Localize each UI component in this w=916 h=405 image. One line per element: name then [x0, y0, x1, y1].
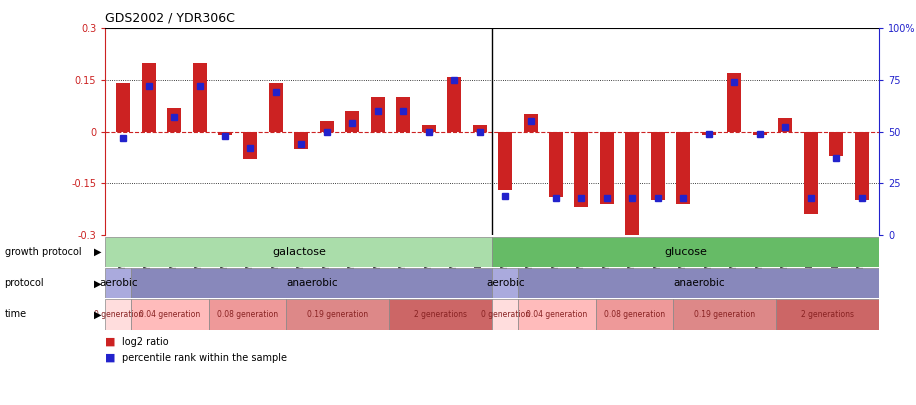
Bar — [753, 132, 767, 135]
Bar — [105, 299, 131, 330]
Text: growth protocol: growth protocol — [5, 247, 82, 257]
Bar — [829, 132, 843, 156]
Bar — [676, 132, 691, 204]
Text: aerobic: aerobic — [485, 278, 525, 288]
Bar — [269, 83, 283, 132]
Text: 0.19 generation: 0.19 generation — [694, 310, 755, 319]
Text: 0 generation: 0 generation — [481, 310, 529, 319]
Bar — [473, 125, 486, 132]
Bar — [421, 125, 436, 132]
Bar — [294, 132, 309, 149]
Text: ▶: ▶ — [94, 278, 102, 288]
Bar — [192, 63, 206, 132]
Text: 0.04 generation: 0.04 generation — [526, 310, 587, 319]
Bar — [493, 237, 879, 267]
Bar — [524, 115, 538, 132]
Bar — [600, 132, 614, 204]
Bar — [286, 299, 389, 330]
Bar — [389, 299, 493, 330]
Bar — [779, 118, 792, 132]
Bar — [549, 132, 563, 197]
Bar — [595, 299, 673, 330]
Bar — [116, 83, 130, 132]
Text: 0.08 generation: 0.08 generation — [217, 310, 278, 319]
Bar — [651, 132, 665, 200]
Bar — [397, 97, 410, 132]
Text: 0.08 generation: 0.08 generation — [604, 310, 665, 319]
Text: anaerobic: anaerobic — [286, 278, 338, 288]
Bar — [142, 63, 156, 132]
Bar — [776, 299, 879, 330]
Text: protocol: protocol — [5, 278, 44, 288]
Bar — [574, 132, 588, 207]
Bar — [727, 73, 741, 132]
Text: anaerobic: anaerobic — [673, 278, 725, 288]
Text: 0 generation: 0 generation — [93, 310, 143, 319]
Bar — [105, 237, 493, 267]
Bar — [518, 268, 879, 298]
Text: 0.19 generation: 0.19 generation — [307, 310, 368, 319]
Text: time: time — [5, 309, 27, 320]
Text: 2 generations: 2 generations — [414, 310, 467, 319]
Bar — [673, 299, 776, 330]
Bar — [447, 77, 461, 132]
Bar — [320, 122, 333, 132]
Text: galactose: galactose — [272, 247, 326, 257]
Bar — [371, 97, 385, 132]
Text: 0.04 generation: 0.04 generation — [139, 310, 201, 319]
Bar — [702, 132, 715, 135]
Text: aerobic: aerobic — [99, 278, 137, 288]
Bar — [626, 132, 639, 235]
Text: ■: ■ — [105, 337, 115, 347]
Bar — [493, 268, 518, 298]
Text: GDS2002 / YDR306C: GDS2002 / YDR306C — [105, 11, 235, 24]
Bar — [131, 268, 493, 298]
Bar — [209, 299, 286, 330]
Bar — [105, 268, 131, 298]
Bar — [498, 132, 512, 190]
Bar — [167, 107, 181, 132]
Text: log2 ratio: log2 ratio — [122, 337, 169, 347]
Text: percentile rank within the sample: percentile rank within the sample — [122, 353, 287, 363]
Bar — [244, 132, 257, 159]
Text: ■: ■ — [105, 353, 115, 363]
Bar — [345, 111, 359, 132]
Text: ▶: ▶ — [94, 309, 102, 320]
Text: 2 generations: 2 generations — [802, 310, 855, 319]
Text: glucose: glucose — [664, 247, 707, 257]
Bar — [493, 299, 518, 330]
Bar — [518, 299, 595, 330]
Text: ▶: ▶ — [94, 247, 102, 257]
Bar — [131, 299, 209, 330]
Bar — [803, 132, 818, 214]
Bar — [855, 132, 868, 200]
Bar — [218, 132, 232, 135]
